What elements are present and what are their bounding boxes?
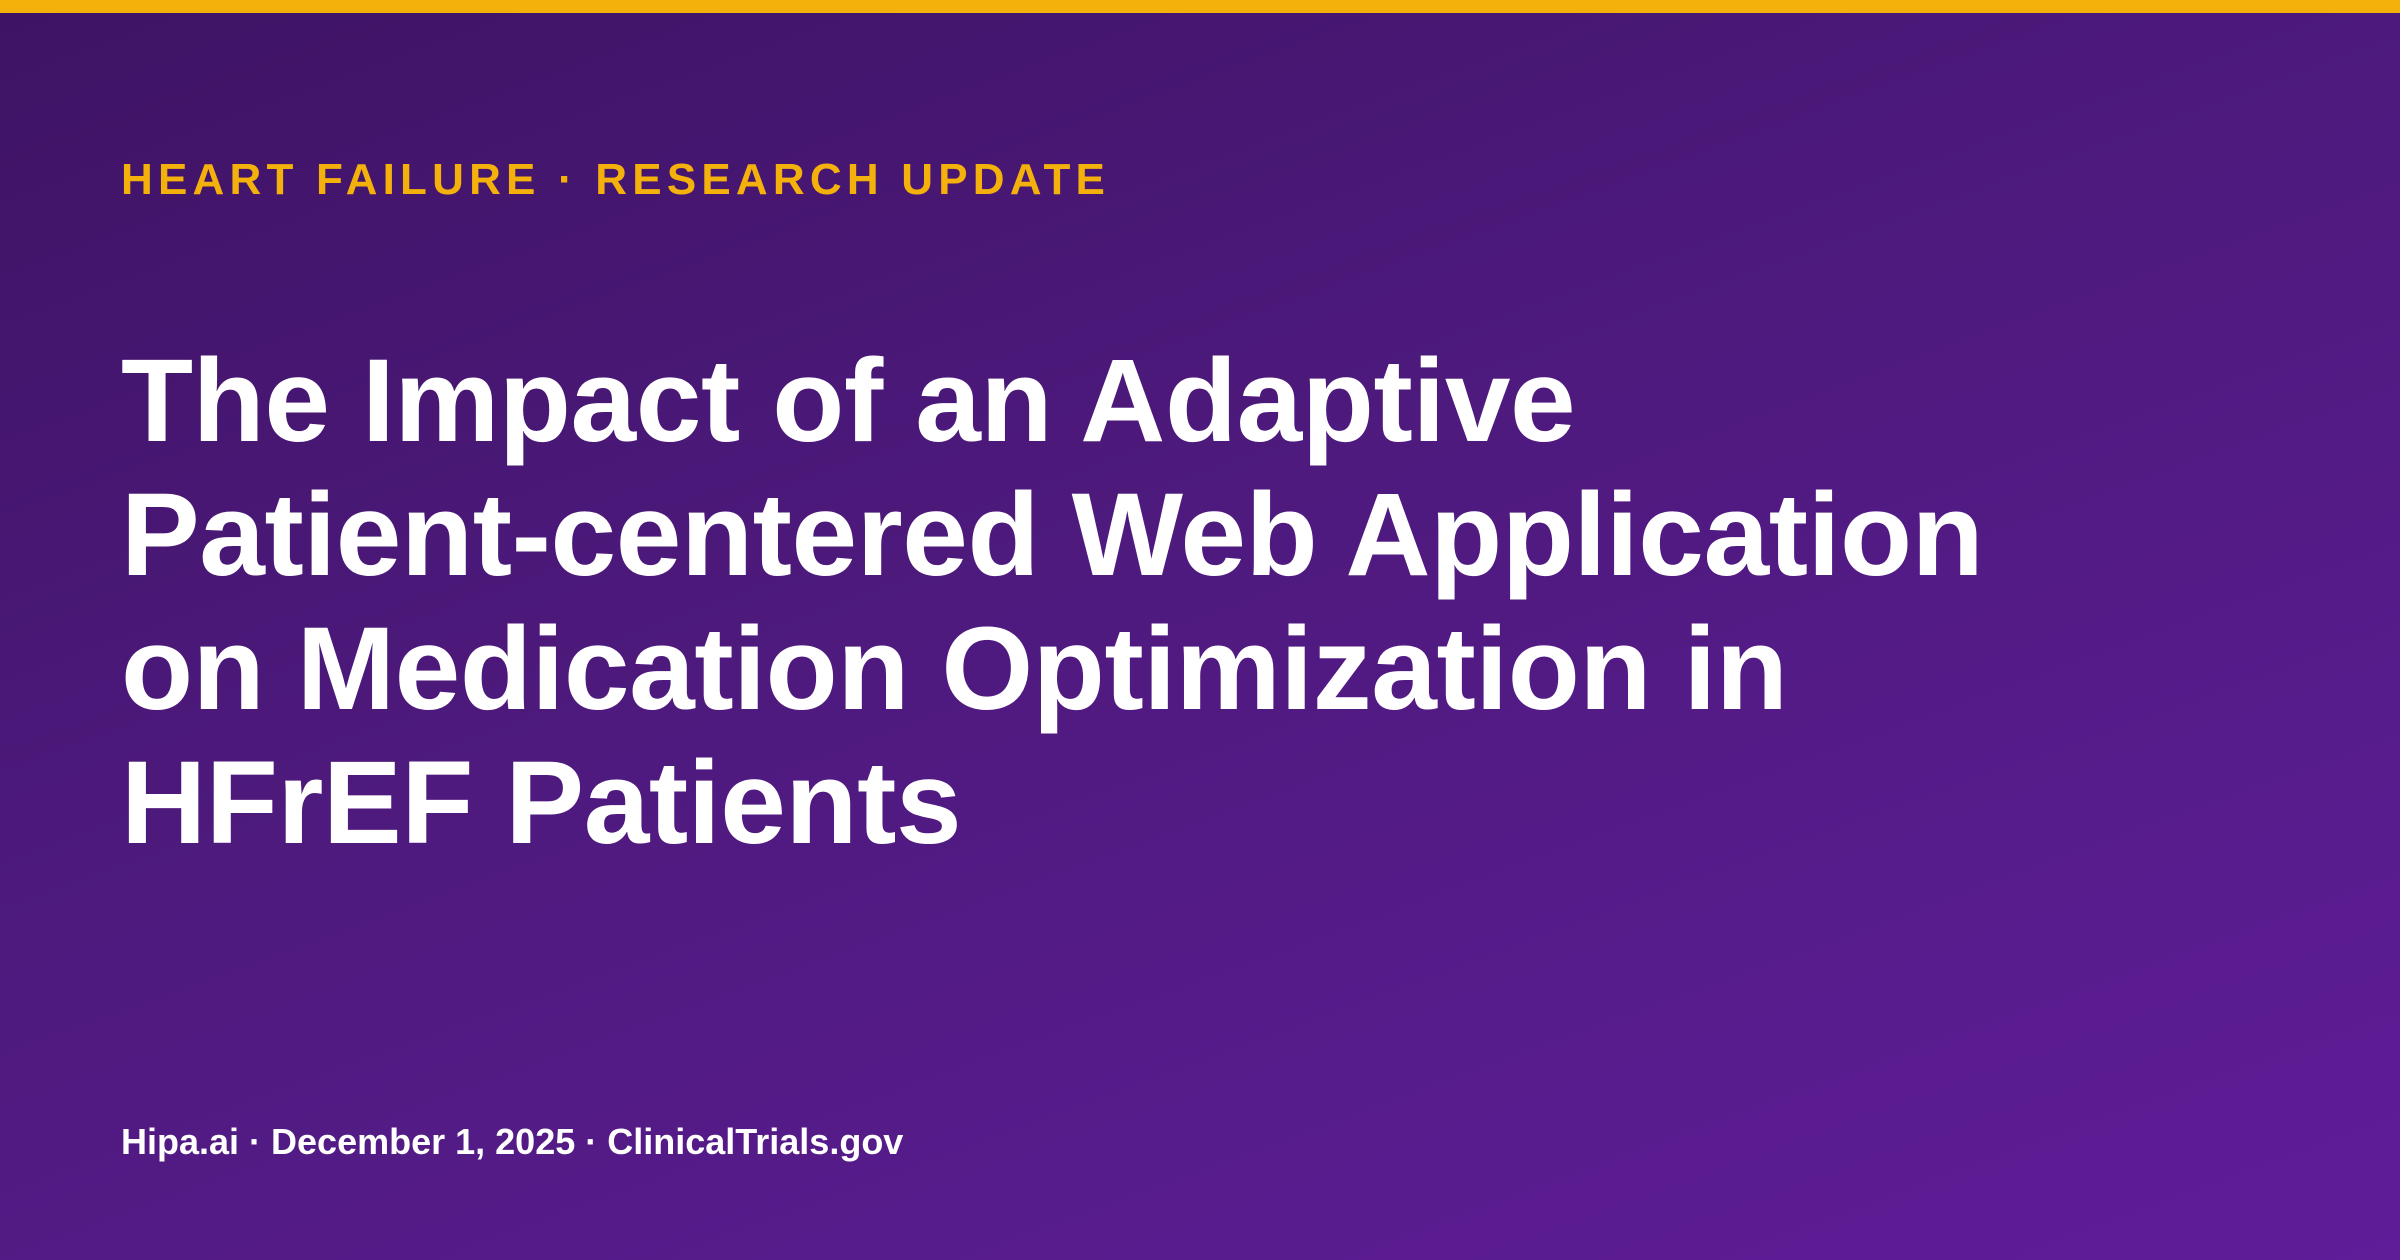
accent-top-bar [0, 0, 2400, 13]
headline-line: Patient-centered Web Application [121, 469, 1984, 601]
headline-line: The Impact of an Adaptive [121, 335, 1576, 467]
category-kicker: HEART FAILURE · RESEARCH UPDATE [121, 155, 1111, 204]
headline-line: on Medication Optimization in [121, 603, 1788, 735]
headline-line: HFrEF Patients [121, 737, 962, 869]
source-date-meta: Hipa.ai · December 1, 2025 · ClinicalTri… [121, 1121, 904, 1162]
article-headline: The Impact of an Adaptive Patient-center… [121, 334, 2321, 870]
